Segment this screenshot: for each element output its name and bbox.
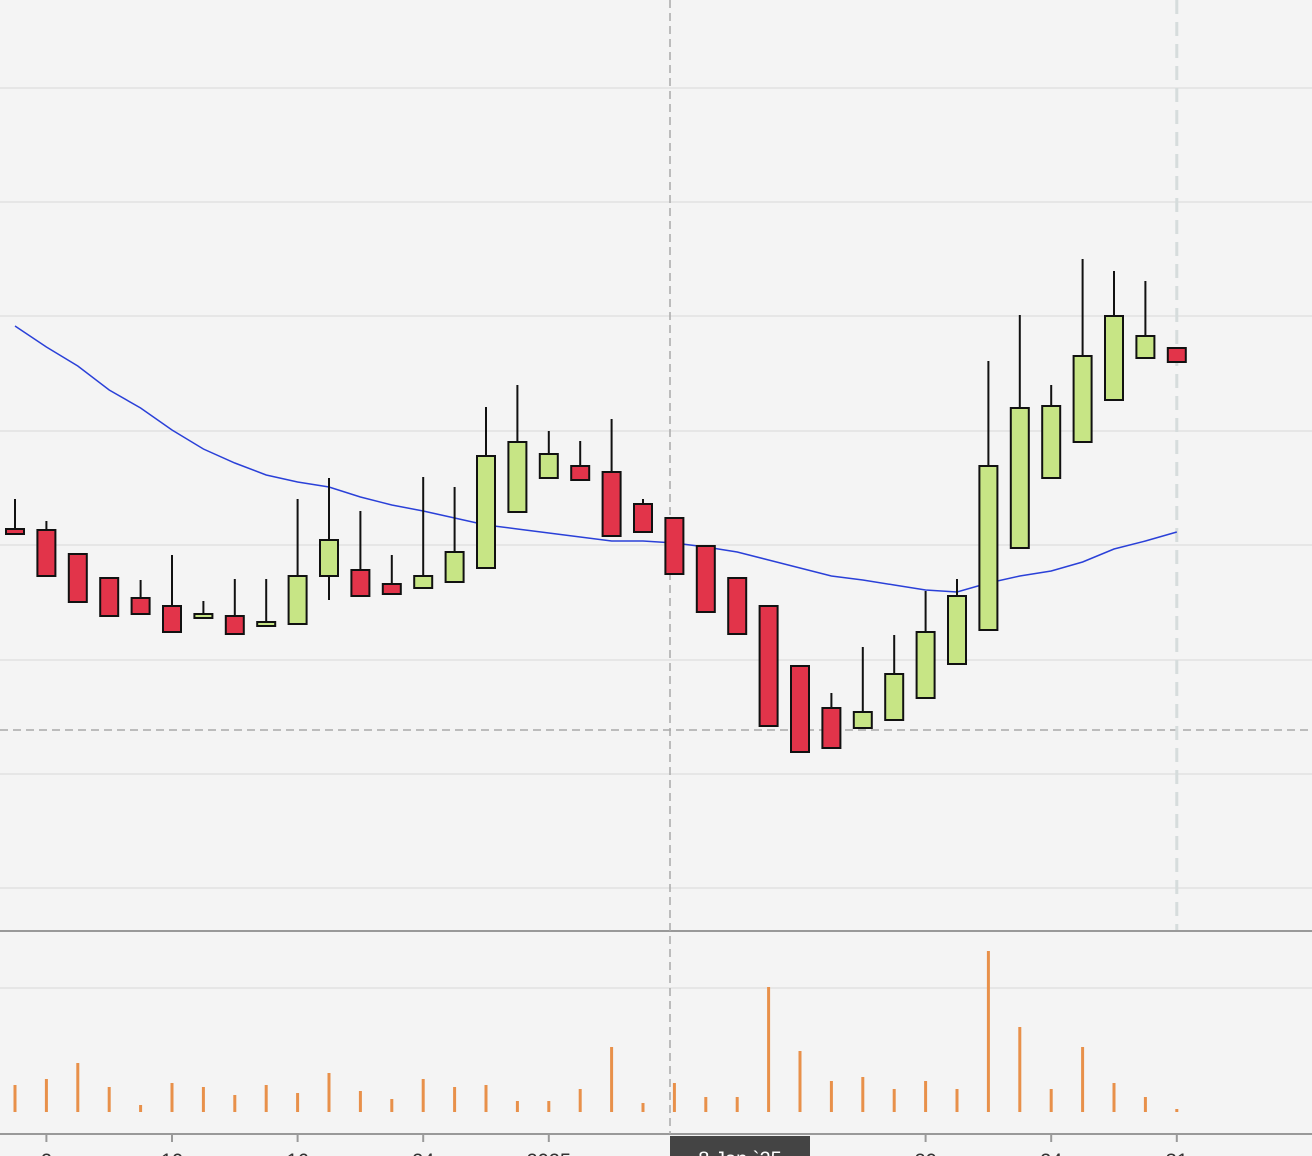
volume-bar xyxy=(986,951,990,1112)
candle-body xyxy=(507,441,528,513)
volume-bar xyxy=(610,1047,614,1112)
volume-bar xyxy=(327,1073,331,1112)
candle-body xyxy=(884,673,905,721)
moving-average xyxy=(14,325,1178,593)
volume-bar xyxy=(1175,1109,1179,1112)
candle-body xyxy=(758,605,779,727)
candle-body xyxy=(444,551,465,583)
x-tick-label: 2025 xyxy=(527,1150,572,1156)
candle-body xyxy=(915,631,936,699)
candle-body xyxy=(67,553,88,603)
volume-bar xyxy=(704,1097,708,1112)
volume-bar xyxy=(1018,1027,1022,1112)
x-tick-label: 20 xyxy=(914,1150,936,1156)
volume-bar xyxy=(924,1081,928,1112)
x-tick-label: 2 xyxy=(41,1150,52,1156)
candle-body xyxy=(413,575,434,589)
volume-bar xyxy=(201,1087,205,1112)
candle-body xyxy=(36,529,57,577)
candle-body xyxy=(633,503,653,533)
volume-bar xyxy=(1049,1089,1053,1112)
candle-body xyxy=(162,605,182,633)
candle-body xyxy=(130,597,151,615)
candle-body xyxy=(99,577,120,617)
volume-bar xyxy=(296,1093,300,1112)
volume-bar xyxy=(735,1097,739,1112)
x-tick-label: 24 xyxy=(412,1150,434,1156)
volume-bar xyxy=(641,1103,645,1112)
volume-bar xyxy=(861,1077,865,1112)
volume-bar xyxy=(798,1051,802,1112)
candle-body xyxy=(350,569,371,597)
candle-body xyxy=(193,613,214,619)
volume-bar xyxy=(139,1105,143,1112)
volume-bar xyxy=(421,1079,425,1112)
volume-bar xyxy=(1143,1097,1147,1112)
candle-body xyxy=(570,465,591,481)
volume-bar xyxy=(170,1083,174,1112)
x-tick-label: 31 xyxy=(1166,1150,1188,1156)
volume-bar xyxy=(1112,1083,1116,1112)
candle-body xyxy=(1072,355,1093,443)
volume-bar xyxy=(264,1085,268,1112)
candle-body xyxy=(978,465,999,631)
candle-body xyxy=(476,455,496,569)
volume-bar xyxy=(484,1085,488,1112)
volume-bar xyxy=(955,1089,959,1112)
volume-bar xyxy=(578,1089,582,1112)
x-tick-label: 24 xyxy=(1040,1150,1062,1156)
candle-body xyxy=(821,707,842,749)
crosshair-label: 8 Jan `25 xyxy=(698,1148,781,1156)
candle-body xyxy=(287,575,308,625)
volume-bar xyxy=(107,1087,111,1112)
candle-body xyxy=(727,577,748,635)
volume-bar xyxy=(13,1085,17,1112)
candle-body xyxy=(538,453,559,479)
candle-body xyxy=(256,621,277,627)
volume-bar xyxy=(44,1079,48,1112)
x-tick-label: 16 xyxy=(286,1150,308,1156)
volume-bar xyxy=(672,1083,676,1112)
volume-bar xyxy=(767,987,771,1112)
candle-body xyxy=(790,665,810,753)
volume-bar xyxy=(76,1063,80,1112)
crosshair-label-bg xyxy=(670,1136,810,1156)
candle-body xyxy=(664,517,685,575)
candle-body xyxy=(1009,407,1030,549)
candle-body xyxy=(224,615,245,635)
volume-bar xyxy=(390,1099,394,1112)
candle-body xyxy=(852,711,873,729)
candle-body xyxy=(1166,347,1187,363)
candle-body xyxy=(947,595,967,665)
volume-bar xyxy=(453,1087,457,1112)
candle-body xyxy=(695,545,716,613)
volume-bar xyxy=(515,1101,519,1112)
volume-bar xyxy=(358,1091,362,1112)
candle-body xyxy=(5,528,25,535)
volume-bar xyxy=(892,1089,896,1112)
candle-body xyxy=(1104,315,1124,401)
candle-body xyxy=(601,471,622,537)
candle-body xyxy=(381,583,402,595)
candle-body xyxy=(319,539,339,577)
volume-bar xyxy=(233,1095,237,1112)
candle-body xyxy=(1041,405,1062,479)
volume-bar xyxy=(1081,1047,1085,1112)
candle-body xyxy=(1135,335,1156,359)
volume-bar xyxy=(547,1101,551,1112)
x-tick-label: 10 xyxy=(161,1150,183,1156)
volume-bar xyxy=(829,1081,833,1112)
